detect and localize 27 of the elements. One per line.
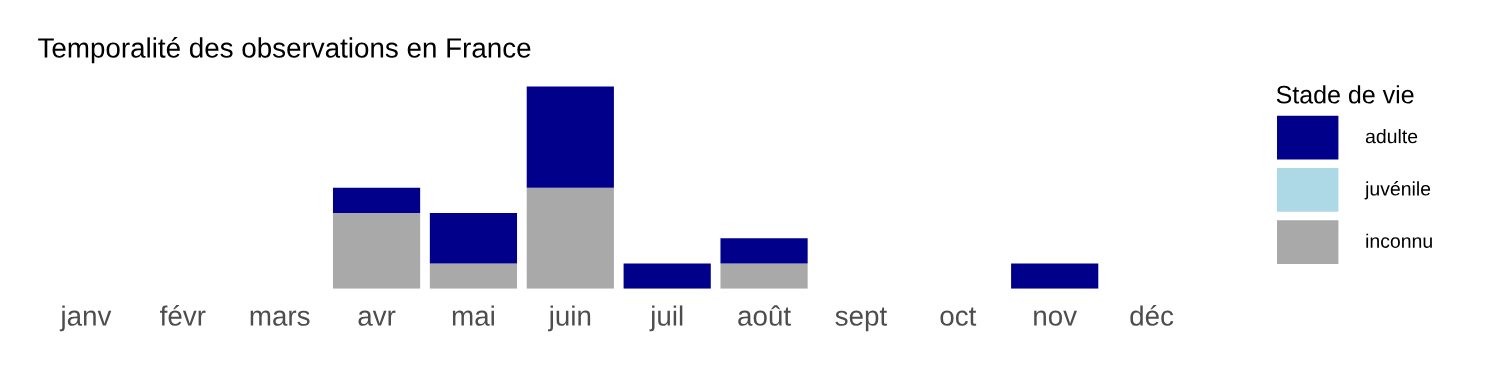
bar bbox=[1011, 263, 1099, 289]
x-tick-label: juil bbox=[649, 305, 683, 332]
x-tick-label: janv bbox=[59, 305, 112, 332]
bar bbox=[526, 86, 614, 188]
chart-title: Temporalité des observations en France bbox=[38, 37, 531, 64]
x-tick-label: déc bbox=[1130, 305, 1174, 326]
legend-label: adulte bbox=[1365, 129, 1418, 144]
x-tick-label: nov bbox=[1034, 310, 1077, 326]
bar bbox=[429, 263, 518, 289]
bar bbox=[720, 238, 808, 264]
bar bbox=[332, 212, 421, 289]
bar bbox=[720, 263, 808, 289]
x-tick-label: févr bbox=[160, 305, 206, 326]
bar bbox=[332, 187, 421, 213]
bar bbox=[429, 212, 518, 264]
x-tick-label: avr bbox=[358, 310, 396, 326]
legend-label: juvénile bbox=[1364, 181, 1431, 200]
x-tick-label: juin bbox=[548, 305, 591, 332]
bar bbox=[526, 187, 614, 289]
legend-title: Stade de vie bbox=[1276, 85, 1414, 104]
x-tick-label: août bbox=[738, 305, 791, 326]
x-tick-label: oct bbox=[940, 307, 977, 326]
x-tick-label: mai bbox=[452, 305, 494, 326]
x-tick-label: sept bbox=[835, 307, 887, 332]
x-tick-label: mars bbox=[250, 310, 310, 326]
legend-label: inconnu bbox=[1366, 233, 1432, 248]
bar bbox=[623, 263, 711, 289]
